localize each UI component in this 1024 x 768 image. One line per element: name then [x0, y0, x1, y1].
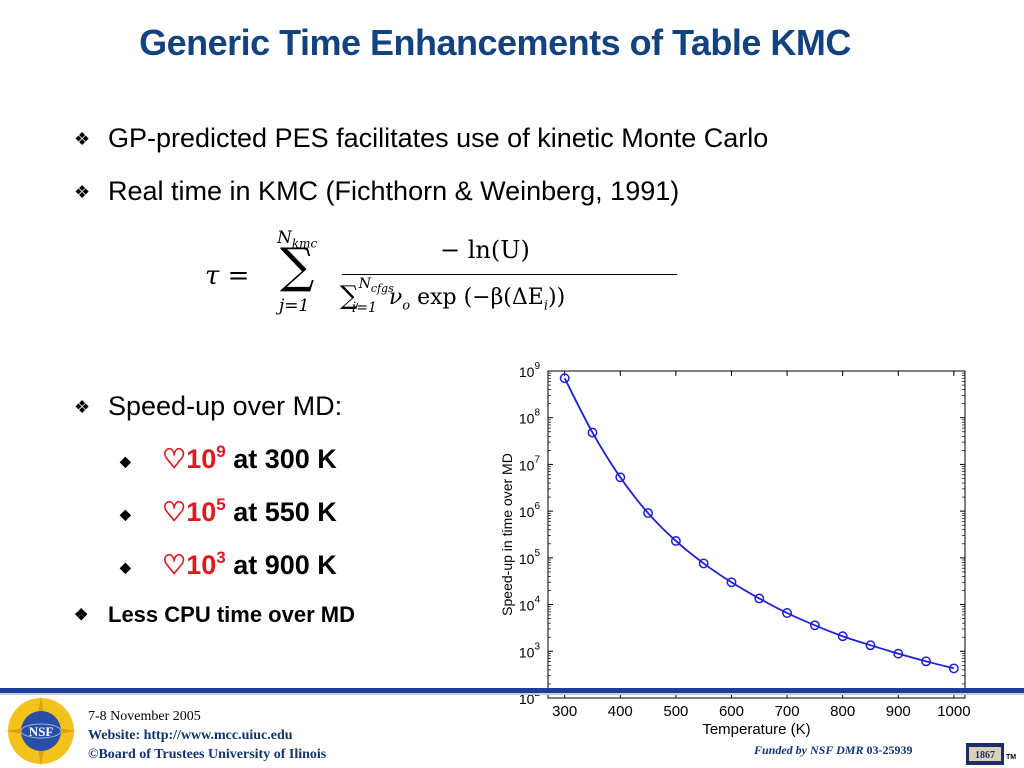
data-point	[782, 608, 793, 618]
x-tick-label: 700	[775, 703, 800, 720]
slide-title: Generic Time Enhancements of Table KMC	[139, 22, 851, 63]
footer-divider-light	[0, 693, 1024, 695]
diamond-bullet-icon: ❖	[74, 607, 89, 624]
x-tick-label: 500	[663, 703, 688, 720]
fraction-bar	[342, 274, 677, 275]
y-tick-label: 104	[519, 595, 541, 614]
bullet-cpu-time: ❖ Less CPU time over MD	[74, 599, 355, 631]
sum-sign: ∑	[280, 238, 315, 294]
y-tick-label: 107	[519, 454, 541, 473]
data-point	[893, 648, 904, 659]
diamond-bullet-icon: ❖	[74, 129, 91, 149]
x-tick-label: 300	[552, 703, 577, 720]
trademark-mark: TM	[1006, 754, 1017, 761]
speedup-item-900k: ◆ ♡103 at 900 K	[120, 549, 337, 581]
data-point	[559, 373, 570, 384]
data-point	[726, 577, 737, 588]
y-axis-label: Speed-up in time over MD	[499, 453, 515, 616]
plot-frame	[547, 370, 966, 699]
bullet-speedup: ❖ Speed-up over MD:	[74, 390, 343, 422]
formula-lhs: τ =	[205, 261, 250, 291]
data-point	[587, 427, 598, 438]
diamond-bullet-icon: ❖	[74, 182, 91, 202]
bullet-text: Speed-up over MD:	[108, 391, 343, 421]
data-point	[837, 631, 848, 642]
data-point	[754, 593, 765, 604]
x-tick-label: 400	[608, 703, 633, 720]
bullet-gp-pes: ❖ GP-predicted PES facilitates use of ki…	[74, 122, 769, 154]
y-tick-label: 103	[519, 641, 541, 660]
nsf-sunburst-icon	[6, 696, 76, 766]
nsf-logo: NSF	[6, 696, 76, 766]
denominator: ∑Ncfgsi=1 νo exp (−β(ΔEi))	[340, 276, 566, 316]
uiuc-logo: 1867	[966, 743, 1004, 765]
footer-website[interactable]: Website: http://www.mcc.uiuc.edu	[88, 728, 293, 743]
y-tick-label: 106	[519, 501, 541, 520]
footer-date: 7-8 November 2005	[88, 709, 201, 724]
y-tick-label: 109	[519, 361, 541, 380]
x-tick-label: 1000	[937, 703, 970, 720]
x-tick-label: 600	[719, 703, 744, 720]
data-point	[921, 656, 932, 667]
sum-lower: j=1	[279, 296, 310, 316]
bullet-real-time: ❖ Real time in KMC (Fichthorn & Weinberg…	[74, 175, 680, 207]
data-point	[948, 663, 959, 674]
bullet-text: Less CPU time over MD	[108, 602, 355, 627]
footer-divider	[0, 688, 1024, 693]
bullet-text: Real time in KMC (Fichthorn & Weinberg, …	[108, 176, 680, 206]
diamond-icon: ◆	[120, 453, 131, 469]
x-axis-label: Temperature (K)	[702, 721, 810, 738]
speedup-chart: 3004005006007008009001000102103104105106…	[499, 361, 971, 738]
uiuc-logo-text: 1867	[975, 750, 995, 761]
numerator: − ln(U)	[440, 236, 530, 264]
data-point	[670, 536, 681, 546]
diamond-bullet-icon: ❖	[74, 397, 91, 417]
x-tick-label: 900	[886, 703, 911, 720]
series-line	[563, 377, 955, 670]
bullet-text: GP-predicted PES facilitates use of kine…	[108, 123, 769, 153]
footer-copyright: ©Board of Trustees University of Ilinois	[88, 747, 327, 762]
speedup-item-550k: ◆ ♡105 at 550 K	[120, 496, 337, 528]
funding-note: Funded by NSF DMR 03-25939	[754, 743, 913, 757]
data-point	[615, 472, 626, 483]
diamond-icon: ◆	[120, 506, 131, 522]
y-tick-label: 108	[519, 408, 541, 427]
data-point	[698, 558, 709, 569]
x-tick-label: 800	[830, 703, 855, 720]
kmc-time-formula: τ = Nkmc ∑ j=1 − ln(U) ∑Ncfgsi=1 νo exp (…	[205, 228, 685, 328]
nsf-logo-text: NSF	[29, 724, 54, 739]
data-point	[865, 640, 876, 651]
data-point	[643, 508, 654, 519]
y-tick-label: 105	[519, 548, 541, 567]
data-point	[809, 620, 820, 631]
diamond-icon: ◆	[120, 559, 131, 575]
sum-upper: Nkmc	[277, 228, 318, 251]
speedup-item-300k: ◆ ♡109 at 300 K	[120, 443, 337, 475]
footer-info: 7-8 November 2005 Website: http://www.mc…	[88, 707, 326, 764]
